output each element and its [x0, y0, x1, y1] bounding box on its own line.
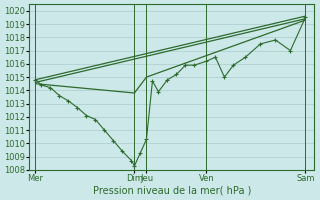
- X-axis label: Pression niveau de la mer( hPa ): Pression niveau de la mer( hPa ): [93, 186, 251, 196]
